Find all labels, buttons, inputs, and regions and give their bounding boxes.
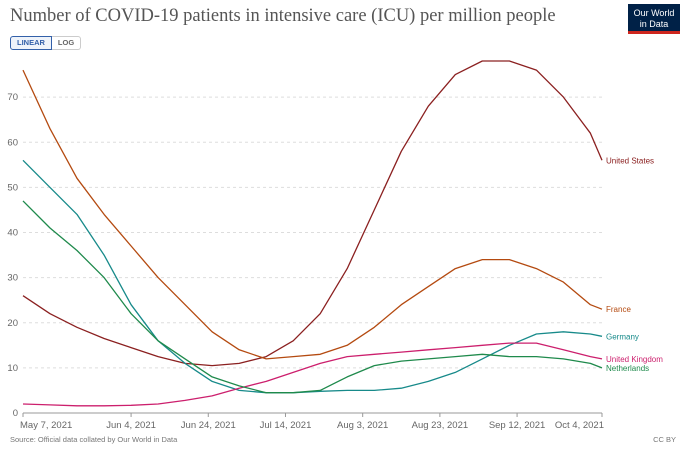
- x-tick-label: Jun 4, 2021: [106, 420, 156, 431]
- y-tick-label: 0: [13, 408, 18, 419]
- y-tick-label: 10: [7, 363, 18, 374]
- series-line-france[interactable]: [22, 69, 603, 360]
- license-link[interactable]: CC BY: [653, 435, 676, 444]
- series-line-united-states[interactable]: [22, 60, 603, 367]
- series-label-france[interactable]: France: [606, 305, 631, 314]
- series-label-united-kingdom[interactable]: United Kingdom: [606, 355, 663, 364]
- x-axis-ticks: May 7, 2021 Jun 4, 2021 Jun 24, 2021 Jul 14…: [20, 413, 604, 431]
- y-tick-label: 40: [7, 228, 18, 239]
- series-line-germany[interactable]: [22, 159, 603, 394]
- x-tick-label: Sep 12, 2021: [489, 420, 546, 431]
- y-axis-ticks: 0 10 20 30 40 50 60 70: [7, 92, 18, 419]
- series-label-netherlands[interactable]: Netherlands: [606, 364, 649, 373]
- source-note: Source: Official data collated by Our Wo…: [10, 435, 178, 444]
- series-line-united-kingdom[interactable]: [22, 342, 603, 407]
- series-label-germany[interactable]: Germany: [606, 332, 639, 341]
- y-tick-label: 60: [7, 137, 18, 148]
- series-line-netherlands[interactable]: [22, 200, 603, 394]
- gridlines: [23, 96, 602, 414]
- scale-toggle: LINEAR LOG: [10, 36, 82, 50]
- series-labels: United States France Germany United Kingdom…: [606, 156, 663, 373]
- x-tick-label: Aug 3, 2021: [337, 420, 388, 431]
- owid-logo[interactable]: Our World in Data: [628, 4, 680, 34]
- x-tick-label: Jun 24, 2021: [181, 420, 236, 431]
- x-tick-label: Jul 14, 2021: [260, 420, 312, 431]
- series-lines: [22, 60, 603, 407]
- x-tick-label: May 7, 2021: [20, 420, 72, 431]
- chart-title: Number of COVID-19 patients in intensive…: [10, 6, 556, 26]
- y-tick-label: 20: [7, 318, 18, 329]
- log-scale-button[interactable]: LOG: [51, 36, 82, 50]
- y-tick-label: 70: [7, 92, 18, 103]
- logo-line-1: Our World: [633, 8, 675, 18]
- logo-line-2: in Data: [639, 19, 669, 29]
- x-tick-label: Oct 4, 2021: [555, 420, 604, 431]
- linear-scale-button[interactable]: LINEAR: [10, 36, 52, 50]
- y-tick-label: 50: [7, 182, 18, 193]
- x-tick-label: Aug 23, 2021: [412, 420, 469, 431]
- y-tick-label: 30: [7, 273, 18, 284]
- series-label-united-states[interactable]: United States: [606, 156, 654, 165]
